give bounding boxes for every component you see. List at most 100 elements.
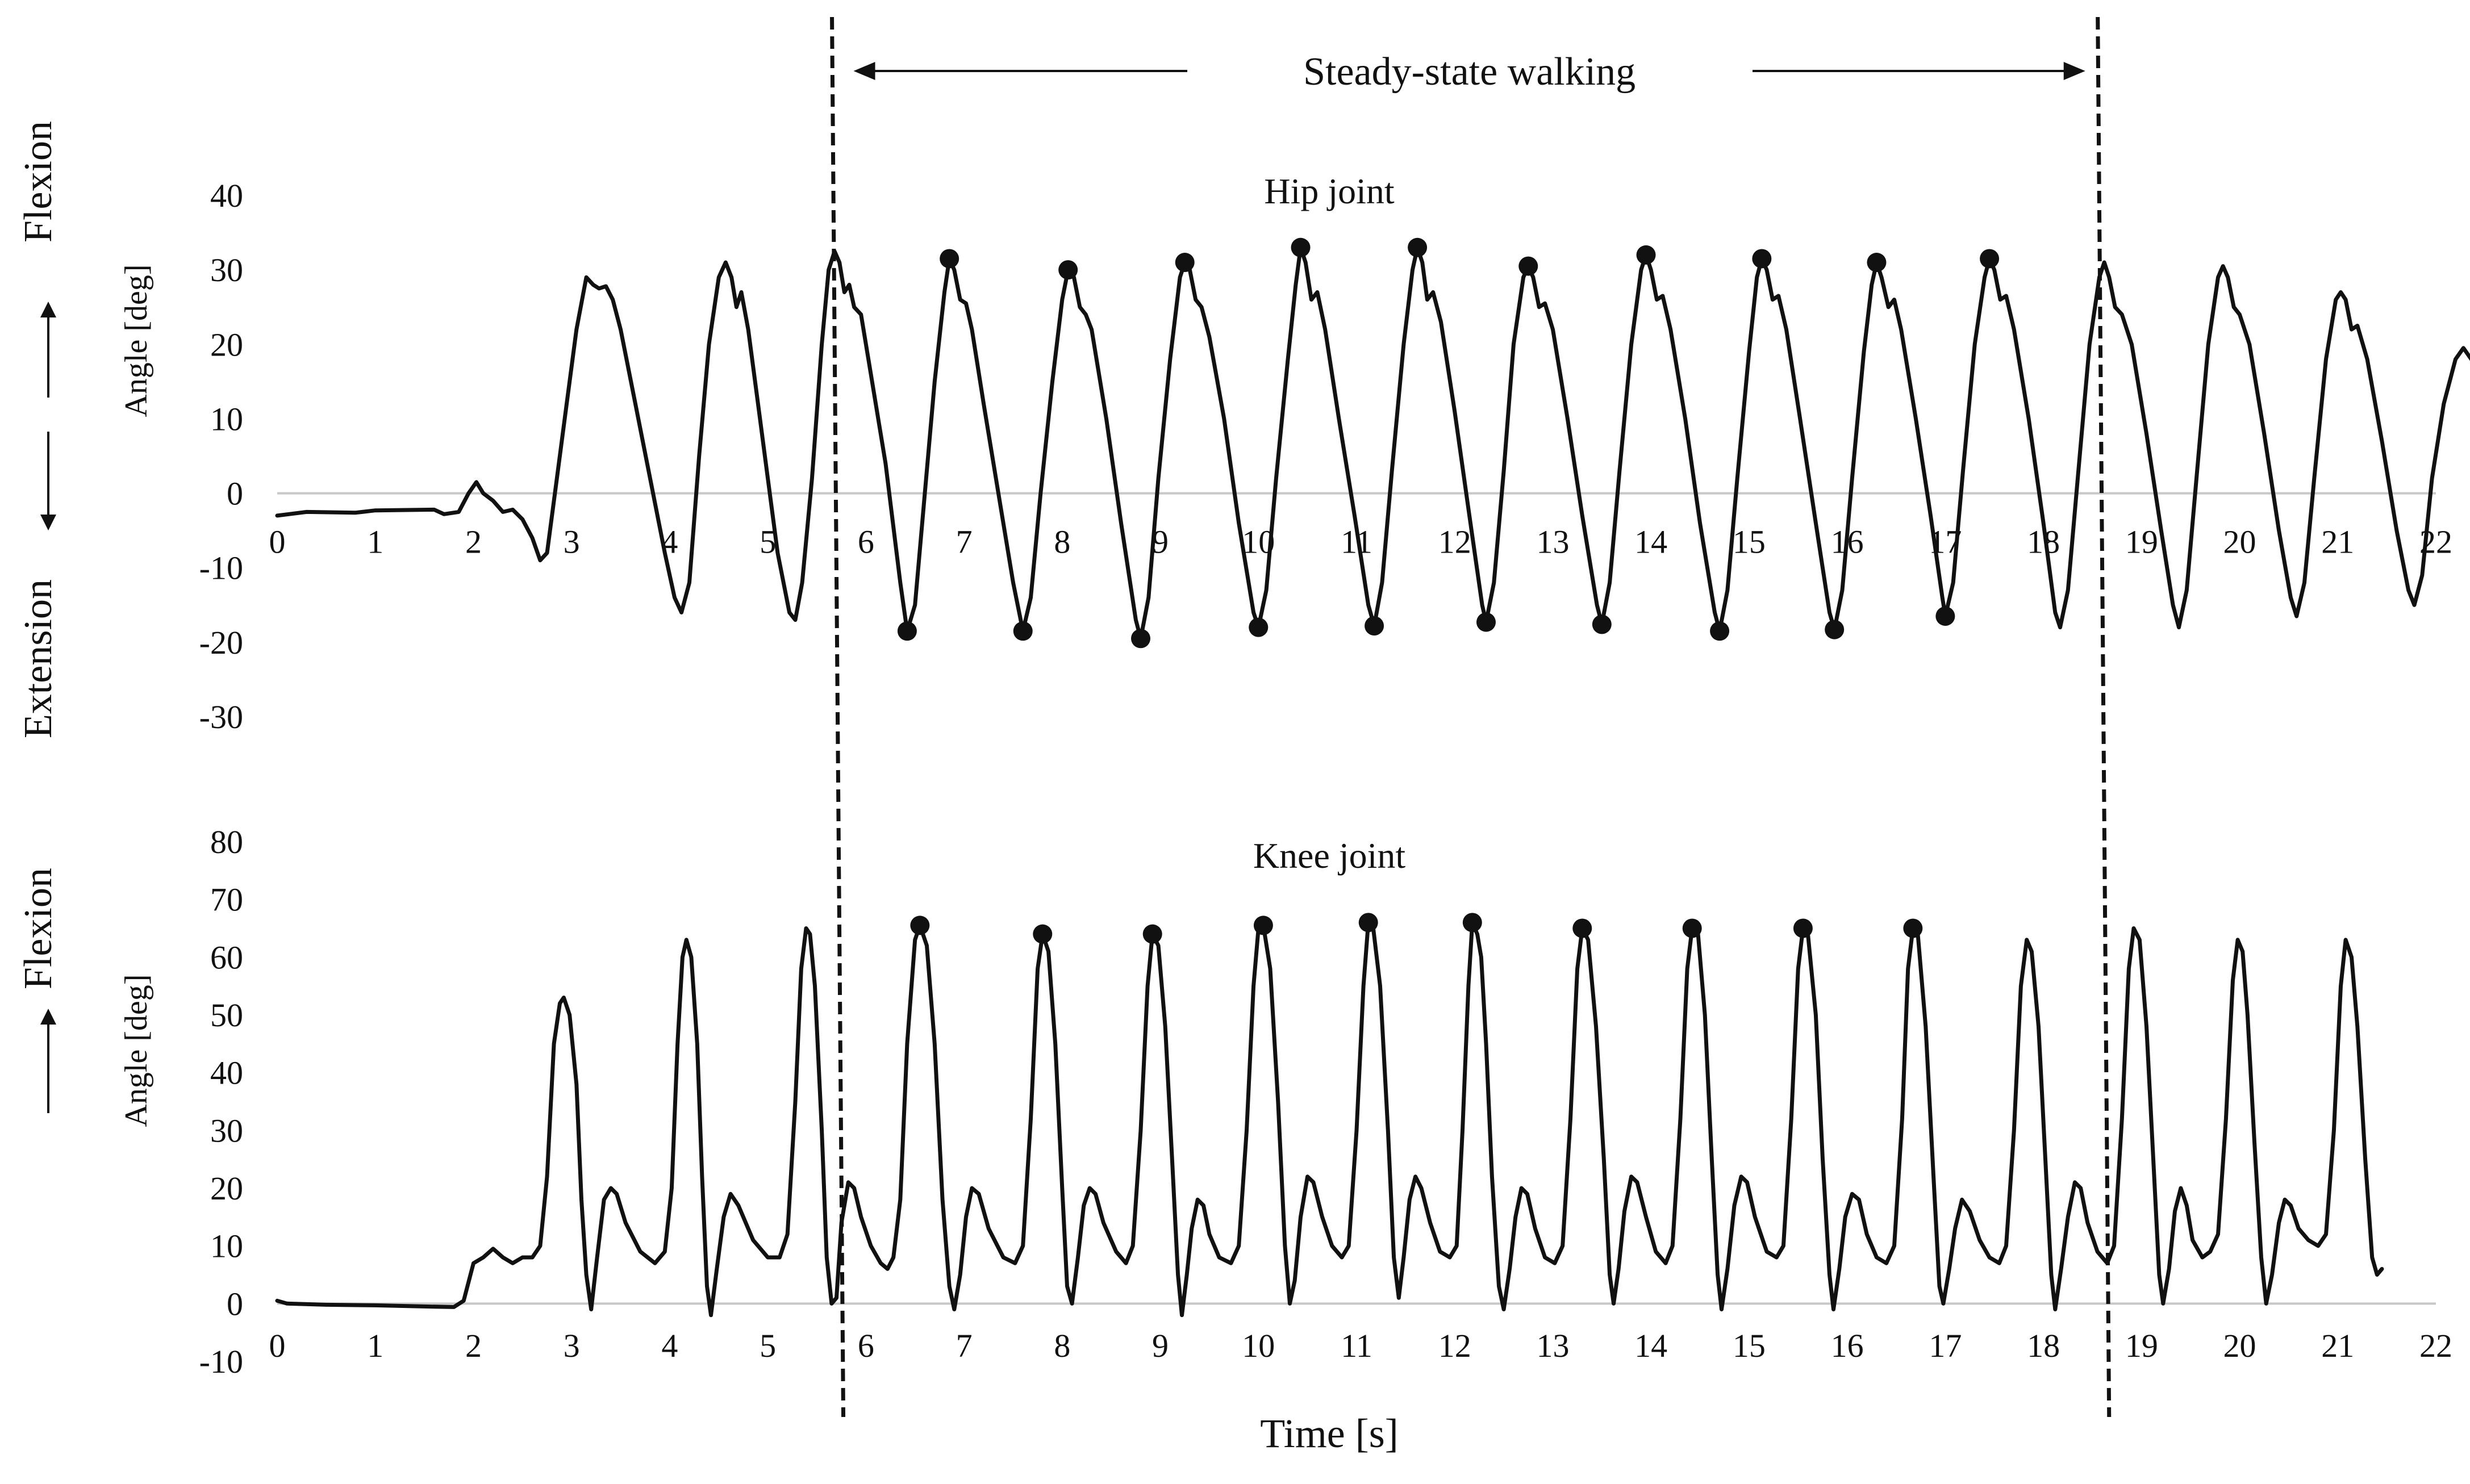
knee-x-tick-label: 4	[661, 1327, 678, 1364]
knee-x-tick-label: 13	[1536, 1327, 1569, 1364]
steady-state-label: Steady-state walking	[1303, 50, 1635, 94]
knee-x-tick-label: 0	[269, 1327, 286, 1364]
knee-y-axis-title: Angle [deg]	[119, 974, 154, 1127]
hip-x-tick-label: 8	[1054, 524, 1070, 561]
hip-y-tick-label: 30	[210, 252, 243, 289]
hip-x-tick-label: 20	[2223, 524, 2256, 561]
hip-peak-marker	[897, 621, 917, 641]
hip-extension-label: Extension	[16, 579, 60, 738]
knee-x-tick-label: 6	[858, 1327, 874, 1364]
x-axis-title: Time [s]	[1260, 1411, 1398, 1456]
knee-x-tick-label: 2	[465, 1327, 482, 1364]
hip-peak-marker	[1752, 249, 1772, 269]
knee-x-tick-label: 10	[1242, 1327, 1275, 1364]
knee-x-tick-label: 19	[2125, 1327, 2158, 1364]
hip-peak-marker	[1013, 621, 1033, 641]
hip-x-tick-label: 1	[367, 524, 383, 561]
hip-peak-marker	[1476, 612, 1496, 632]
hip-x-tick-label: 3	[564, 524, 580, 561]
knee-x-tick-label: 21	[2321, 1327, 2354, 1364]
steady-state-start-boundary	[830, 16, 846, 1418]
steady-state-end-boundary	[2096, 16, 2112, 1418]
hip-peak-marker	[1710, 621, 1730, 641]
knee-peak-marker	[1572, 918, 1592, 938]
hip-peak-marker	[1365, 616, 1384, 636]
knee-y-tick-label: 70	[210, 881, 243, 918]
steady-state-banner: Steady-state walking	[853, 50, 2085, 94]
knee-x-tick-label: 3	[564, 1327, 580, 1364]
hip-peak-marker	[1980, 249, 2000, 269]
banner-left-arrow-head	[853, 62, 875, 80]
knee-x-tick-label: 18	[2027, 1327, 2060, 1364]
knee-peak-marker	[1682, 918, 1702, 938]
hip-peak-marker	[1249, 617, 1269, 637]
knee-flexion-label: Flexion	[16, 868, 60, 989]
hip-peak-marker	[1408, 237, 1428, 257]
knee-y-tick-label: 60	[210, 939, 243, 976]
hip-x-tick-label: 14	[1634, 524, 1667, 561]
knee-x-tick-label: 22	[2419, 1327, 2452, 1364]
hip-y-tick-label: 40	[210, 177, 243, 214]
knee-x-tick-label: 8	[1054, 1327, 1070, 1364]
knee-y-tick-label: 20	[210, 1170, 243, 1207]
hip-x-tick-label: 21	[2321, 524, 2354, 561]
knee-x-tick-label: 1	[367, 1327, 383, 1364]
knee-peak-marker	[1253, 916, 1273, 935]
hip-flexion-label: Flexion	[16, 121, 60, 243]
knee-y-tick-label: 30	[210, 1112, 243, 1149]
hip-peak-marker	[1518, 256, 1538, 276]
knee-flexion-arrow-head	[40, 1009, 56, 1025]
hip-angle-line	[275, 245, 2470, 641]
knee-peak-marker	[1793, 918, 1813, 938]
hip-x-tick-label: 0	[269, 524, 286, 561]
knee-peak-marker	[1462, 913, 1482, 933]
knee-angle-line	[275, 920, 2384, 1318]
knee-x-tick-label: 15	[1733, 1327, 1766, 1364]
knee-y-tick-label: 0	[227, 1285, 243, 1322]
banner-right-arrow-head	[2063, 62, 2085, 80]
knee-y-tick-label: 80	[210, 823, 243, 860]
hip-x-tick-label: 15	[1733, 524, 1766, 561]
knee-x-tick-label: 14	[1634, 1327, 1667, 1364]
hip-peak-marker	[1935, 606, 1955, 626]
knee-x-tick-label: 5	[760, 1327, 776, 1364]
knee-y-tick-label: 50	[210, 997, 243, 1034]
knee-x-tick-label: 20	[2223, 1327, 2256, 1364]
hip-x-tick-label: 13	[1536, 524, 1569, 561]
hip-y-tick-label: 20	[210, 326, 243, 363]
hip-chart-title: Hip joint	[1264, 171, 1395, 211]
hip-y-tick-label: -30	[199, 699, 243, 735]
knee-y-tick-label: 10	[210, 1228, 243, 1265]
hip-peak-marker	[1291, 237, 1311, 257]
hip-y-tick-label: 10	[210, 400, 243, 437]
knee-chart-title: Knee joint	[1253, 835, 1406, 876]
hip-y-tick-label: -20	[199, 624, 243, 661]
knee-x-tick-label: 11	[1341, 1327, 1372, 1364]
knee-peak-marker	[1358, 913, 1378, 933]
knee-y-tick-label: -10	[199, 1343, 243, 1380]
steady-state-boundaries	[830, 16, 2112, 1418]
hip-x-tick-label: 12	[1438, 524, 1471, 561]
hip-extension-arrow-head	[40, 515, 56, 530]
hip-peak-marker	[1131, 629, 1150, 649]
knee-peak-marker	[910, 916, 930, 935]
knee-peak-marker	[1033, 924, 1053, 944]
hip-y-tick-label: -10	[199, 550, 243, 587]
hip-flexion-arrow-head	[40, 302, 56, 317]
hip-peak-marker	[1592, 614, 1612, 634]
knee-x-tick-label: 7	[956, 1327, 973, 1364]
hip-y-axis-title: Angle [deg]	[119, 264, 154, 417]
hip-peak-marker	[1058, 260, 1078, 280]
hip-x-tick-label: 6	[858, 524, 874, 561]
hip-peak-marker	[940, 249, 959, 269]
knee-peak-marker	[1903, 918, 1923, 938]
hip-peak-marker	[1636, 245, 1656, 265]
hip-x-tick-label: 2	[465, 524, 482, 561]
knee-x-tick-label: 12	[1438, 1327, 1471, 1364]
knee-x-tick-label: 16	[1831, 1327, 1864, 1364]
knee-x-tick-label: 17	[1929, 1327, 1962, 1364]
